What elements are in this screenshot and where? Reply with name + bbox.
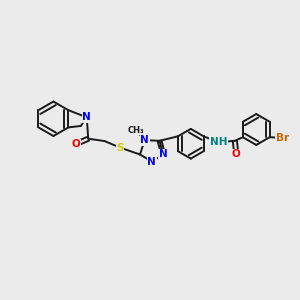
Text: N: N [148, 157, 156, 166]
Text: N: N [159, 149, 167, 160]
Text: O: O [71, 139, 80, 149]
Text: Br: Br [276, 133, 289, 143]
Text: N: N [82, 112, 91, 122]
Text: O: O [232, 149, 241, 159]
Text: NH: NH [210, 137, 227, 147]
Text: N: N [140, 135, 149, 145]
Text: S: S [116, 142, 124, 153]
Text: CH₃: CH₃ [128, 126, 145, 135]
